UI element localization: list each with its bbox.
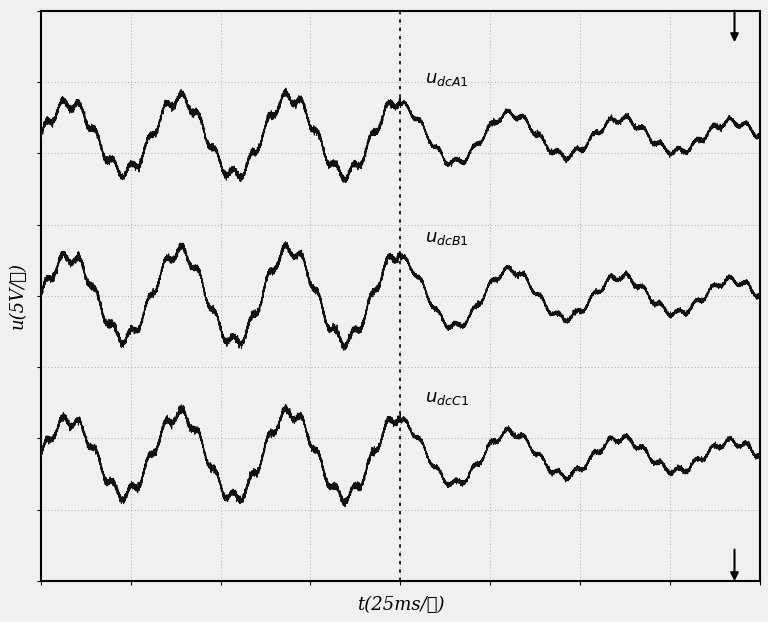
Y-axis label: u(5V/格): u(5V/格) — [8, 262, 26, 330]
Text: $u_{dcB1}$: $u_{dcB1}$ — [425, 230, 469, 248]
Text: $u_{dcA1}$: $u_{dcA1}$ — [425, 70, 469, 88]
X-axis label: t(25ms/格): t(25ms/格) — [356, 596, 444, 614]
Text: $u_{dcC1}$: $u_{dcC1}$ — [425, 389, 469, 407]
